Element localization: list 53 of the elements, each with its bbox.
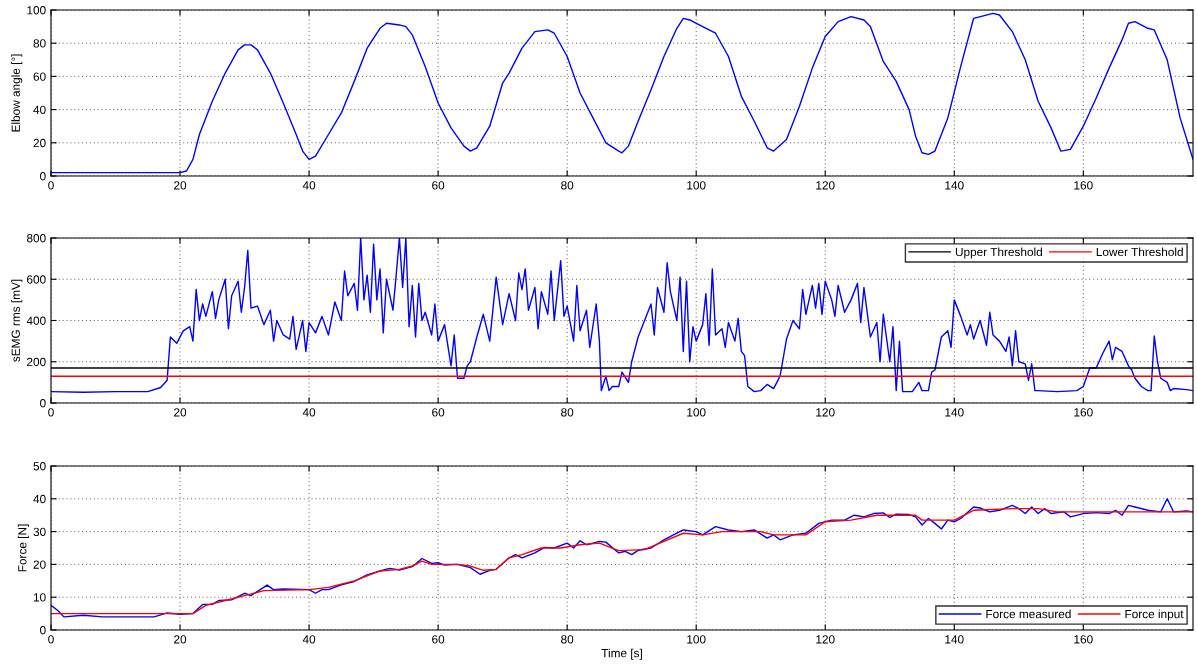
y-tick-label: 0: [40, 399, 46, 408]
x-tick-label: 120: [816, 181, 835, 190]
y-tick-label: 40: [33, 105, 46, 114]
x-tick-label: 20: [174, 181, 187, 190]
x-tick-label: 100: [687, 408, 706, 417]
y-axis-title: sEMG rms [mV]: [11, 279, 23, 362]
y-tick-label: 20: [33, 138, 46, 148]
x-tick-label: 80: [561, 181, 574, 190]
y-tick-label: 80: [33, 39, 46, 48]
legend-label: Upper Threshold: [955, 247, 1042, 259]
y-tick-label: 800: [26, 234, 46, 243]
x-tick-label: 160: [1074, 408, 1093, 417]
x-tick-label: 120: [816, 635, 835, 644]
x-tick-label: 100: [687, 181, 706, 190]
x-tick-label: 60: [432, 635, 445, 644]
y-tick-label: 200: [27, 357, 46, 367]
y-axis-title: Elbow angle [°]: [11, 54, 23, 132]
x-tick-label: 40: [302, 181, 316, 190]
x-tick-label: 80: [561, 408, 574, 417]
x-tick-label: 120: [816, 408, 835, 417]
y-tick-label: 60: [33, 72, 46, 81]
x-axis-title: Time [s]: [601, 648, 642, 660]
y-tick-label: 0: [40, 626, 46, 635]
y-tick-label: 0: [40, 172, 46, 181]
y-tick-label: 30: [33, 527, 46, 536]
x-tick-label: 0: [48, 635, 54, 644]
x-tick-label: 20: [174, 635, 187, 644]
legend-label: Force measured: [986, 609, 1071, 619]
legend-label: Force input: [1125, 609, 1184, 621]
x-tick-label: 80: [561, 635, 574, 644]
x-tick-label: 60: [432, 408, 445, 417]
legend-label: Lower Threshold: [1096, 247, 1183, 257]
x-tick-label: 0: [48, 408, 54, 417]
x-tick-label: 20: [174, 408, 187, 417]
x-tick-label: 160: [1074, 181, 1093, 190]
x-tick-label: 0: [48, 181, 54, 190]
line-series: [51, 12, 1193, 174]
y-tick-label: 20: [33, 560, 46, 569]
y-tick-label: 600: [27, 275, 46, 284]
x-tick-label: 40: [302, 408, 316, 417]
y-tick-label: 400: [26, 316, 46, 325]
x-tick-label: 140: [945, 408, 964, 417]
x-tick-label: 60: [432, 181, 445, 190]
x-tick-label: 100: [687, 635, 706, 644]
y-axis-title: Force [N]: [17, 524, 29, 572]
x-tick-label: 140: [945, 635, 964, 644]
x-tick-label: 40: [302, 635, 316, 644]
y-tick-label: 10: [33, 593, 46, 602]
y-tick-label: 100: [27, 6, 46, 15]
y-tick-label: 50: [33, 462, 46, 471]
x-tick-label: 140: [945, 181, 964, 190]
y-tick-label: 40: [33, 494, 46, 504]
x-tick-label: 160: [1074, 635, 1093, 644]
